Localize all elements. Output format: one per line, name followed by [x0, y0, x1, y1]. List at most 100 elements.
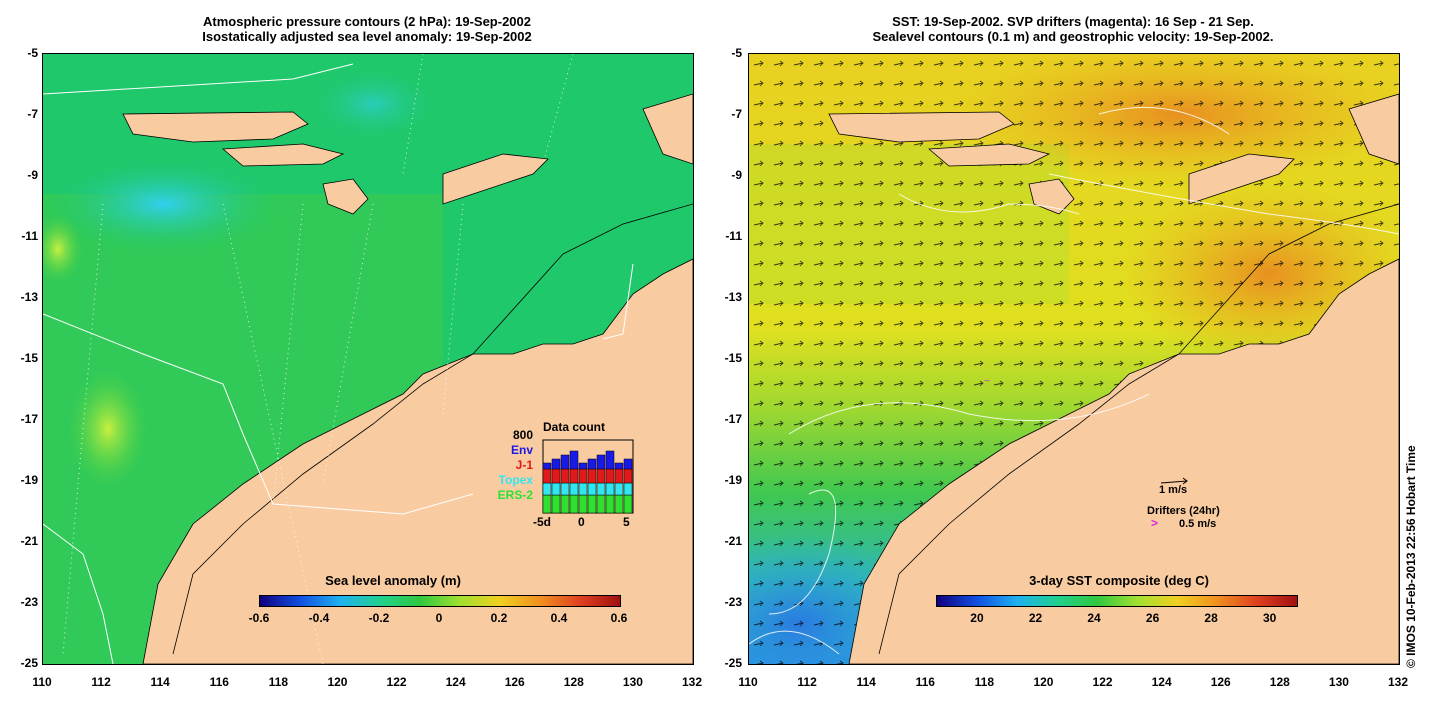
lon-tick-label: 126: [504, 675, 525, 689]
data-count-bar-segment: [542, 494, 552, 514]
data-count-bar-segment: [560, 468, 570, 484]
drifter-symbol: >: [1151, 516, 1159, 530]
lon-tick-label: 116: [209, 675, 229, 689]
data-count-bar-segment: [551, 494, 561, 514]
lat-tick-label: -9: [731, 168, 742, 182]
velocity-scale-label: 1 m/s: [1159, 484, 1188, 496]
lesser-sunda-islands: [927, 143, 1051, 167]
colorbar-tick-label: 0.4: [550, 611, 568, 625]
lat-tick-label: -23: [724, 595, 742, 609]
lon-tick-label: 120: [327, 675, 348, 689]
colorbar-tick-label: 0: [435, 611, 443, 625]
right-title-line2: Sealevel contours (0.1 m) and geostrophi…: [872, 29, 1274, 44]
data-count-bar-segment: [569, 450, 579, 470]
lon-tick-label: 118: [268, 675, 289, 689]
lat-tick-label: -23: [20, 595, 38, 609]
lat-tick-label: -25: [20, 656, 38, 670]
australia-landmass: [142, 258, 693, 664]
data-count-xtick: -5d: [533, 515, 551, 529]
left-title: Atmospheric pressure contours (2 hPa): 1…: [42, 14, 692, 44]
data-count-bar-segment: [605, 468, 615, 484]
sst-colorbar: [936, 595, 1298, 607]
colorbar-tick-label: 22: [1028, 611, 1043, 625]
lon-tick-label: 116: [915, 675, 935, 689]
data-count-bar-segment: [551, 468, 561, 484]
sla-colorbar-title: Sea level anomaly (m): [325, 573, 461, 588]
lon-tick-label: 124: [1151, 675, 1172, 689]
lesser-sunda-islands: [221, 143, 345, 167]
data-count-bar-segment: [623, 494, 633, 514]
lon-tick-label: 118: [974, 675, 995, 689]
sea-level-anomaly-map: Data count 800 Env J-1 Topex ERS-2 -5d 0 5 Se…: [42, 53, 694, 665]
lat-tick-label: -19: [724, 473, 742, 487]
lat-tick-label: -9: [27, 168, 38, 182]
australia-landmass: [848, 258, 1399, 664]
colorbar-tick-label: -0.6: [248, 611, 270, 625]
lat-tick-label: -5: [731, 46, 742, 60]
lon-tick-label: 128: [1269, 675, 1290, 689]
data-count-bar-segment: [542, 482, 552, 496]
lon-tick-label: 122: [1092, 675, 1113, 689]
data-count-bar-segment: [587, 468, 597, 484]
lon-tick-label: 114: [856, 675, 876, 689]
pressure-contour-1: [43, 313, 474, 515]
lat-tick-label: -13: [20, 290, 38, 304]
java-bali-islands: [828, 111, 1015, 143]
data-count-bar-segment: [578, 482, 588, 496]
drifter-scale-label: 0.5 m/s: [1179, 518, 1217, 530]
data-count-bar-segment: [614, 468, 624, 484]
lat-tick-label: -21: [724, 534, 742, 548]
lat-tick-label: -15: [20, 351, 38, 365]
right-title: SST: 19-Sep-2002. SVP drifters (magenta)…: [748, 14, 1398, 44]
lat-tick-label: -5: [27, 46, 38, 60]
data-count-bar-segment: [560, 494, 570, 514]
data-count-bar-segment: [623, 458, 633, 470]
colorbar-tick-label: 30: [1262, 611, 1277, 625]
drifter-track: ~: [984, 376, 990, 387]
sst-svg: ~: [749, 54, 1399, 664]
data-count-legend-item: Env: [510, 443, 533, 457]
colorbar-tick-label: 24: [1087, 611, 1101, 625]
java-bali-islands: [122, 111, 309, 143]
sea-level-anomaly-svg: [43, 54, 693, 664]
left-title-line1: Atmospheric pressure contours (2 hPa): 1…: [203, 14, 531, 29]
colorbar-tick-label: -0.4: [308, 611, 330, 625]
timor-island: [1188, 153, 1295, 205]
satellite-tracks: [62, 54, 574, 664]
lon-tick-label: 132: [681, 675, 703, 689]
data-count-bar-segment: [578, 494, 588, 514]
sst-colorbar-title: 3-day SST composite (deg C): [1029, 573, 1209, 588]
lon-tick-label: 130: [1328, 675, 1349, 689]
high-anomaly-zone: [68, 369, 148, 489]
data-count-bar-segment: [587, 458, 597, 470]
lat-tick-label: -17: [724, 412, 742, 426]
colorbar-tick-label: 20: [970, 611, 984, 625]
lon-tick-label: 114: [150, 675, 170, 689]
data-count-bar-segment: [614, 494, 624, 514]
data-count-bar-segment: [578, 462, 588, 470]
imos-credit: © IMOS 10-Feb-2013 22:56 Hobart Time: [1404, 445, 1418, 668]
lon-tick-label: 132: [1387, 675, 1409, 689]
lat-tick-label: -21: [20, 534, 38, 548]
colorbar-tick-label: -0.2: [368, 611, 390, 625]
lon-tick-label: 122: [386, 675, 407, 689]
lat-tick-label: -13: [724, 290, 742, 304]
lat-tick-label: -7: [731, 107, 742, 121]
data-count-legend: Env J-1 Topex ERS-2: [475, 443, 533, 503]
lon-tick-label: 112: [91, 675, 111, 689]
sumba-island: [322, 178, 369, 215]
data-count-bar-segment: [587, 482, 597, 496]
lat-tick-label: -7: [27, 107, 38, 121]
colorbar-tick-label: 0.2: [490, 611, 508, 625]
data-count-bar-segment: [569, 482, 579, 496]
sst-map: ~ 1 m/s Drifters (24hr) > 0.5 m/s 3-day …: [748, 53, 1400, 665]
lon-tick-label: 126: [1210, 675, 1231, 689]
high-anomaly-zone-west: [43, 214, 83, 284]
data-count-bar-segment: [569, 494, 579, 514]
low-anomaly-zone-north: [303, 64, 443, 144]
data-count-xticks: -5d 0 5: [533, 515, 643, 529]
eastern-islands: [1348, 93, 1399, 165]
lat-tick-label: -17: [20, 412, 38, 426]
sea-level-contours: [749, 106, 1399, 655]
lat-tick-label: -11: [725, 229, 742, 243]
